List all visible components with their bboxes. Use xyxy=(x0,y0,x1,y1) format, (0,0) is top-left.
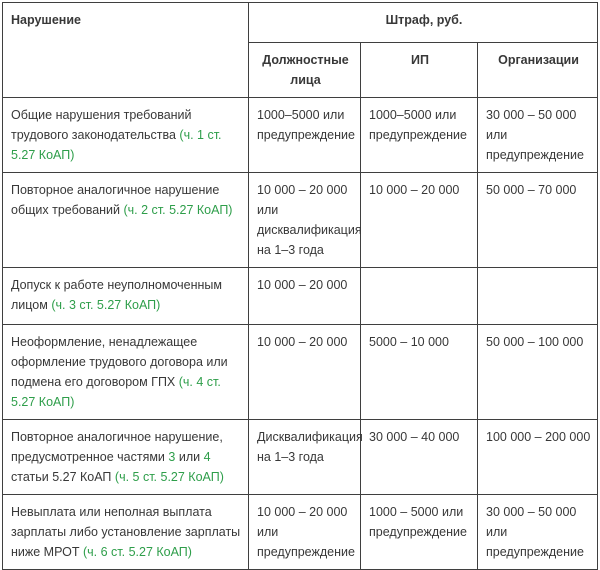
law-article-link[interactable]: (ч. 1 ст. 5.27 КоАП) xyxy=(11,128,222,162)
officials-fine-cell: 10 000 – 20 000 или дисквалификация на 1… xyxy=(248,172,362,268)
table-row: Повторное аналогичное нарушение общих тр… xyxy=(2,172,598,268)
violation-text: Неоформление, ненадлежащее оформление тр… xyxy=(11,335,228,389)
ip-fine-cell: 1000 – 5000 или предупреждение xyxy=(360,494,478,570)
officials-fine-cell: 10 000 – 20 000 xyxy=(248,324,361,420)
violation-text: Общие нарушения требований трудового зак… xyxy=(11,108,192,142)
violation-cell: Общие нарушения требований трудового зак… xyxy=(2,97,249,173)
law-article-link[interactable]: (ч. 5 ст. 5.27 КоАП) xyxy=(114,470,224,484)
violation-text: Допуск к работе неуполномоченным лицом xyxy=(11,278,222,312)
violation-cell: Допуск к работе неуполномоченным лицом (… xyxy=(2,267,249,325)
violation-cell: Невыплата или неполная выплата зарплаты … xyxy=(2,494,249,570)
law-article-link[interactable]: (ч. 6 ст. 5.27 КоАП) xyxy=(82,545,192,559)
violation-text: Повторное аналогичное нарушение общих тр… xyxy=(11,183,220,217)
table-body: Общие нарушения требований трудового зак… xyxy=(2,97,598,570)
violation-text: статьи 5.27 КоАП xyxy=(11,470,115,484)
table-row: Невыплата или неполная выплата зарплаты … xyxy=(2,494,598,570)
table-row: Общие нарушения требований трудового зак… xyxy=(2,97,598,173)
ip-fine-cell xyxy=(360,267,478,325)
column-header-violation: Нарушение xyxy=(2,2,249,98)
header-row-top: Нарушение Штраф, руб. xyxy=(2,2,598,98)
organizations-fine-cell: 100 000 – 200 000 xyxy=(477,419,598,495)
organizations-fine-cell: 30 000 – 50 000 или предупреждение xyxy=(477,494,598,570)
law-article-link[interactable]: (ч. 4 ст. 5.27 КоАП) xyxy=(11,375,221,409)
organizations-fine-cell: 50 000 – 100 000 xyxy=(477,324,598,420)
table-row: Повторное аналогичное нарушение, предусм… xyxy=(2,419,598,495)
ip-fine-cell: 10 000 – 20 000 xyxy=(360,172,478,268)
column-header-fine-group: Штраф, руб. xyxy=(248,2,598,43)
table-header: Нарушение Штраф, руб. Должностные лица И… xyxy=(2,2,598,98)
organizations-fine-cell: 30 000 – 50 000 или предупреждение xyxy=(477,97,598,173)
table-row: Неоформление, ненадлежащее оформление тр… xyxy=(2,324,598,420)
law-article-link[interactable]: (ч. 2 ст. 5.27 КоАП) xyxy=(123,203,233,217)
officials-fine-cell: 10 000 – 20 000 или предупреждение xyxy=(248,494,361,570)
officials-fine-cell: 1000–5000 или предупреждение xyxy=(248,97,361,173)
ip-fine-cell: 1000–5000 или предупреждение xyxy=(360,97,478,173)
organizations-fine-cell: 50 000 – 70 000 xyxy=(477,172,598,268)
table-row: Допуск к работе неуполномоченным лицом (… xyxy=(2,267,598,325)
ip-fine-cell: 5000 – 10 000 xyxy=(360,324,478,420)
law-article-link[interactable]: (ч. 3 ст. 5.27 КоАП) xyxy=(51,298,161,312)
law-article-link[interactable]: 4 xyxy=(203,450,211,464)
ip-fine-cell: 30 000 – 40 000 xyxy=(360,419,478,495)
organizations-fine-cell xyxy=(477,267,598,325)
violation-cell: Неоформление, ненадлежащее оформление тр… xyxy=(2,324,249,420)
law-article-link[interactable]: 3 xyxy=(168,450,176,464)
violation-text: или xyxy=(175,450,204,464)
violation-cell: Повторное аналогичное нарушение общих тр… xyxy=(2,172,249,268)
officials-fine-cell: Дисквалификация на 1–3 года xyxy=(248,419,363,495)
violation-text: Повторное аналогичное нарушение, предусм… xyxy=(11,430,223,464)
column-header-ip: ИП xyxy=(360,42,478,98)
violation-cell: Повторное аналогичное нарушение, предусм… xyxy=(2,419,249,495)
officials-fine-cell: 10 000 – 20 000 xyxy=(248,267,361,325)
column-header-officials: Должностные лица xyxy=(248,42,361,98)
column-header-organizations: Организации xyxy=(477,42,598,98)
header-row-sub: Должностные лица ИП Организации xyxy=(3,42,598,98)
